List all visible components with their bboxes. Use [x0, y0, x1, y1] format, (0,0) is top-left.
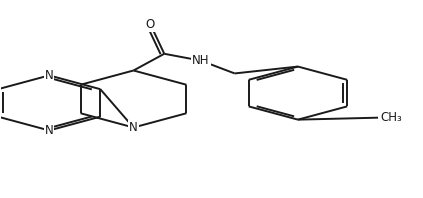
Text: CH₃: CH₃ — [380, 111, 402, 124]
Text: N: N — [129, 121, 138, 134]
Text: N: N — [45, 124, 54, 137]
Text: NH: NH — [192, 54, 210, 67]
Text: N: N — [45, 69, 54, 82]
Text: O: O — [146, 18, 155, 31]
